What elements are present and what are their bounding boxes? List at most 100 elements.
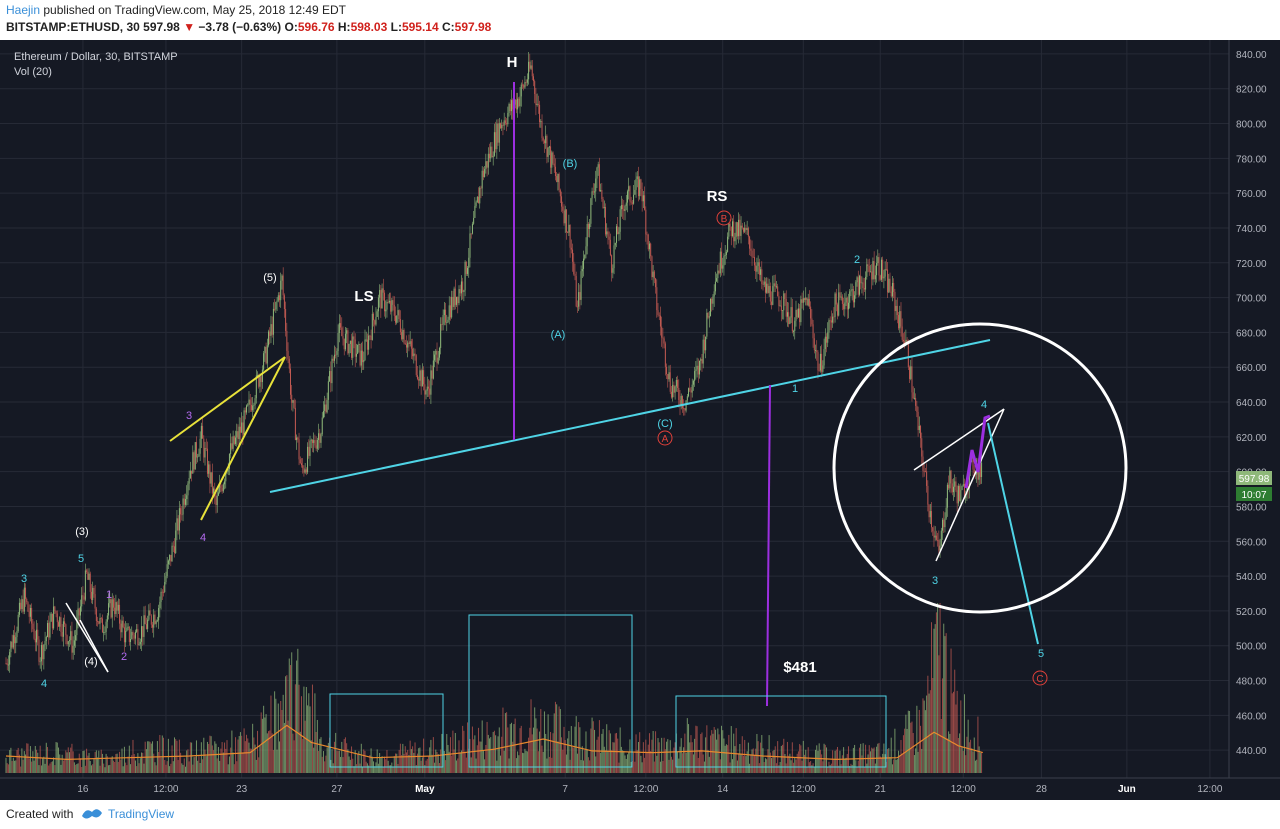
tradingview-brand[interactable]: TradingView	[108, 807, 175, 821]
candle-body	[799, 308, 801, 323]
candle-body	[639, 179, 641, 197]
candle-body	[480, 187, 482, 189]
candle-body	[854, 295, 856, 303]
candle-body	[55, 611, 57, 614]
volume-bar	[795, 759, 797, 773]
time-axis[interactable]: 16 12:00 23 27 May 7 12:00 14 12:00 21 12:00 28 Jun 1…	[77, 784, 1222, 795]
author-link[interactable]: Haejin	[6, 3, 41, 17]
volume-bar	[137, 753, 139, 773]
tradingview-logo-icon	[82, 809, 102, 819]
volume-bar	[293, 740, 295, 773]
candle-body	[325, 404, 327, 413]
volume-bar	[573, 747, 575, 773]
candle-body	[464, 261, 466, 291]
volume-box-2	[468, 614, 633, 768]
candle-body	[180, 508, 182, 515]
volume-bar	[672, 759, 674, 773]
candle-body	[103, 632, 105, 633]
volume-bar	[575, 716, 577, 773]
candle-body	[931, 511, 933, 528]
volume-bar	[226, 740, 228, 773]
volume-bar	[370, 748, 372, 773]
volume-bar	[889, 757, 891, 773]
volume-bar	[742, 755, 744, 773]
volume-bar	[746, 751, 748, 773]
candle-body	[890, 291, 892, 297]
close-value: 597.98	[454, 20, 492, 34]
legend-indicator[interactable]: Vol (20)	[14, 66, 52, 78]
volume-bar	[600, 752, 602, 773]
volume-bar	[570, 726, 572, 773]
volume-bar	[60, 764, 62, 773]
candle-body	[830, 320, 832, 323]
last-price-badge: 597.98 10:07	[1236, 471, 1272, 501]
circled-b-ring	[716, 210, 732, 226]
candle-body	[900, 311, 902, 327]
candle-body	[471, 223, 473, 234]
candle-body	[117, 604, 119, 611]
candle-body	[237, 431, 239, 440]
candle-body	[761, 269, 763, 285]
volume-bar	[451, 755, 453, 773]
price-axis[interactable]: 440.00460.00480.00500.00520.00540.00560.…	[1236, 50, 1267, 757]
volume-bar	[27, 743, 29, 773]
candle-body	[70, 631, 72, 641]
price-chart[interactable]: H LS RS $481 3 4 5 (3) (4) 1 2 3 4 (5) (…	[0, 40, 1280, 800]
candle-body	[722, 265, 724, 269]
volume-bar	[758, 763, 760, 773]
volume-bar	[526, 751, 528, 773]
volume-bar	[257, 730, 259, 773]
volume-bar	[705, 737, 707, 773]
legend-title[interactable]: Ethereum / Dollar, 30, BITSTAMP	[14, 51, 178, 63]
candle-body	[775, 286, 777, 288]
candle-body	[217, 492, 219, 496]
candle-body	[873, 261, 875, 280]
time-tick-label: 28	[1036, 784, 1048, 795]
volume-ma-line	[5, 724, 983, 761]
volume-bar	[763, 762, 765, 773]
chart-frame[interactable]: H LS RS $481 3 4 5 (3) (4) 1 2 3 4 (5) (…	[0, 40, 1280, 800]
candle-body	[230, 443, 232, 455]
candle-body	[232, 436, 234, 449]
volume-bar	[694, 738, 696, 773]
candle-body	[826, 336, 828, 343]
candle-body	[252, 405, 254, 411]
candle-body	[742, 227, 744, 232]
candle-body	[72, 645, 74, 653]
candle-body	[225, 472, 227, 482]
candle-body	[872, 261, 874, 280]
volume-bar	[288, 658, 290, 773]
volume-bar	[943, 623, 945, 773]
volume-bar	[656, 755, 658, 773]
candle-body	[583, 258, 585, 269]
volume-bar	[551, 757, 553, 773]
candle-body	[652, 271, 654, 278]
candle-body	[172, 545, 174, 547]
volume-bar	[242, 752, 244, 773]
volume-bar	[84, 765, 86, 773]
candle-body	[351, 340, 353, 358]
candle-body	[324, 404, 326, 411]
candle-body	[65, 624, 67, 636]
candle-body	[441, 324, 443, 325]
volume-bar	[606, 724, 608, 773]
candle-body	[116, 602, 118, 611]
volume-bar	[725, 744, 727, 773]
price-badge-value: 597.98	[1239, 474, 1270, 485]
candle-body	[751, 250, 753, 257]
volume-bar	[680, 738, 682, 773]
volume-bar	[424, 765, 426, 773]
candle-body	[685, 400, 687, 411]
neckline	[269, 339, 991, 493]
circled-a-ring	[657, 430, 673, 446]
candle-body	[407, 342, 409, 348]
volume-bar	[259, 745, 261, 773]
volume-bar	[510, 722, 512, 773]
volume-bar	[266, 733, 268, 773]
volume-bar	[804, 754, 806, 773]
candle-body	[716, 278, 718, 282]
candle-body	[447, 319, 449, 323]
candle-body	[721, 251, 723, 269]
volume-bar	[547, 714, 549, 773]
candle-body	[552, 152, 554, 164]
